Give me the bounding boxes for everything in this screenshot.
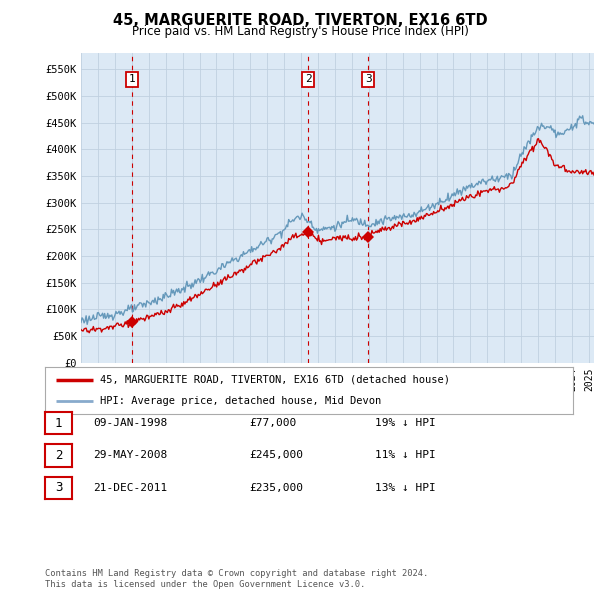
Text: 19% ↓ HPI: 19% ↓ HPI [375, 418, 436, 428]
Text: 2: 2 [305, 74, 311, 84]
Text: 2: 2 [55, 449, 62, 462]
Text: 09-JAN-1998: 09-JAN-1998 [93, 418, 167, 428]
Text: £235,000: £235,000 [249, 483, 303, 493]
Text: HPI: Average price, detached house, Mid Devon: HPI: Average price, detached house, Mid … [100, 396, 382, 407]
Text: 45, MARGUERITE ROAD, TIVERTON, EX16 6TD: 45, MARGUERITE ROAD, TIVERTON, EX16 6TD [113, 13, 487, 28]
Text: Price paid vs. HM Land Registry's House Price Index (HPI): Price paid vs. HM Land Registry's House … [131, 25, 469, 38]
Text: 3: 3 [365, 74, 371, 84]
Text: 1: 1 [129, 74, 136, 84]
Text: 21-DEC-2011: 21-DEC-2011 [93, 483, 167, 493]
Text: 1: 1 [55, 417, 62, 430]
Text: 29-MAY-2008: 29-MAY-2008 [93, 451, 167, 460]
Text: £245,000: £245,000 [249, 451, 303, 460]
Text: 45, MARGUERITE ROAD, TIVERTON, EX16 6TD (detached house): 45, MARGUERITE ROAD, TIVERTON, EX16 6TD … [100, 375, 451, 385]
Text: £77,000: £77,000 [249, 418, 296, 428]
Text: 3: 3 [55, 481, 62, 494]
Text: Contains HM Land Registry data © Crown copyright and database right 2024.
This d: Contains HM Land Registry data © Crown c… [45, 569, 428, 589]
Text: 11% ↓ HPI: 11% ↓ HPI [375, 451, 436, 460]
Text: 13% ↓ HPI: 13% ↓ HPI [375, 483, 436, 493]
